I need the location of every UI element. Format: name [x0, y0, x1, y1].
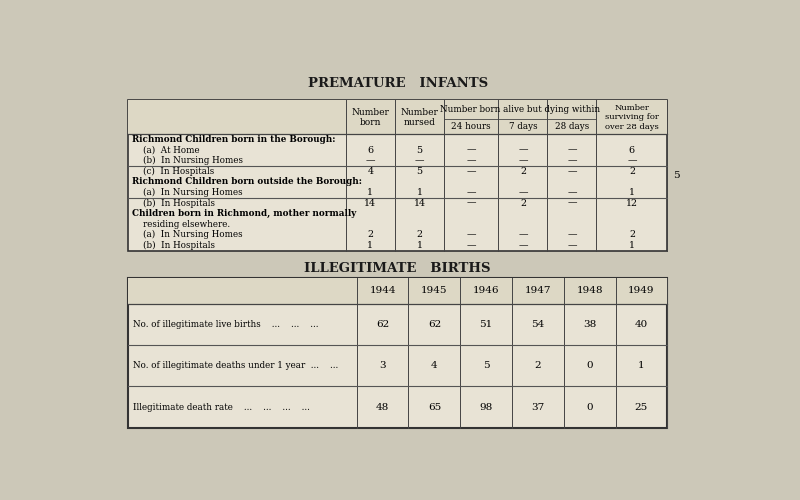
Text: No. of illegitimate deaths under 1 year  ...    ...: No. of illegitimate deaths under 1 year … — [133, 361, 338, 370]
Text: 2: 2 — [629, 230, 635, 239]
Text: 3: 3 — [379, 361, 386, 370]
Text: —: — — [518, 188, 528, 197]
Text: 5: 5 — [483, 361, 490, 370]
Text: Number
nursed: Number nursed — [401, 108, 438, 127]
Text: (a)  In Nursing Homes: (a) In Nursing Homes — [132, 230, 242, 239]
Text: 2: 2 — [520, 167, 526, 176]
Text: 1946: 1946 — [473, 286, 499, 295]
Text: 4: 4 — [367, 167, 374, 176]
Text: Number
born: Number born — [351, 108, 390, 127]
Text: Number born alive but dying within: Number born alive but dying within — [440, 105, 600, 114]
Text: —: — — [627, 156, 637, 165]
Text: —: — — [567, 167, 577, 176]
Text: 0: 0 — [586, 402, 593, 411]
Text: 5: 5 — [416, 146, 422, 154]
Text: 1: 1 — [629, 188, 635, 197]
Text: 0: 0 — [586, 361, 593, 370]
Text: —: — — [567, 241, 577, 250]
Text: —: — — [466, 230, 476, 239]
Text: 5: 5 — [416, 167, 422, 176]
Text: —: — — [466, 241, 476, 250]
Text: 1944: 1944 — [370, 286, 396, 295]
Text: 48: 48 — [376, 402, 390, 411]
Text: —: — — [567, 198, 577, 207]
Text: 37: 37 — [531, 402, 545, 411]
Text: 1: 1 — [416, 241, 422, 250]
Text: (b)  In Hospitals: (b) In Hospitals — [132, 240, 214, 250]
Text: 1: 1 — [629, 241, 635, 250]
Text: 14: 14 — [414, 198, 426, 207]
Bar — [128, 278, 667, 303]
Text: —: — — [518, 156, 528, 165]
Text: 6: 6 — [629, 146, 635, 154]
Text: —: — — [466, 156, 476, 165]
Bar — [128, 100, 667, 134]
Text: (b)  In Nursing Homes: (b) In Nursing Homes — [132, 156, 242, 166]
Text: 5: 5 — [674, 171, 680, 180]
Text: 1947: 1947 — [525, 286, 551, 295]
Text: 40: 40 — [634, 320, 648, 329]
Text: 12: 12 — [626, 198, 638, 207]
Text: 38: 38 — [583, 320, 596, 329]
Text: —: — — [466, 146, 476, 154]
Text: 4: 4 — [431, 361, 438, 370]
Text: —: — — [466, 188, 476, 197]
Text: Richmond Children born outside the Borough:: Richmond Children born outside the Borou… — [132, 178, 362, 186]
Text: —: — — [567, 230, 577, 239]
Text: (a)  In Nursing Homes: (a) In Nursing Homes — [132, 188, 242, 197]
Text: 51: 51 — [479, 320, 493, 329]
Text: Children born in Richmond, mother normally: Children born in Richmond, mother normal… — [132, 209, 356, 218]
Text: 2: 2 — [416, 230, 422, 239]
Text: 1: 1 — [416, 188, 422, 197]
Text: 1945: 1945 — [421, 286, 448, 295]
Text: —: — — [366, 156, 375, 165]
Text: (b)  In Hospitals: (b) In Hospitals — [132, 198, 214, 207]
Text: 1: 1 — [367, 241, 374, 250]
Text: 65: 65 — [428, 402, 441, 411]
Text: ILLEGITIMATE   BIRTHS: ILLEGITIMATE BIRTHS — [304, 262, 491, 275]
Text: 62: 62 — [428, 320, 441, 329]
Text: residing elsewhere.: residing elsewhere. — [132, 220, 230, 228]
Text: 54: 54 — [531, 320, 545, 329]
Text: 1: 1 — [367, 188, 374, 197]
Text: 2: 2 — [520, 198, 526, 207]
Text: Illegitimate death rate    ...    ...    ...    ...: Illegitimate death rate ... ... ... ... — [133, 402, 310, 411]
Text: —: — — [518, 146, 528, 154]
Text: 62: 62 — [376, 320, 390, 329]
Text: (a)  At Home: (a) At Home — [132, 146, 199, 154]
Text: —: — — [414, 156, 424, 165]
Text: —: — — [466, 167, 476, 176]
Text: —: — — [567, 188, 577, 197]
Text: 2: 2 — [367, 230, 374, 239]
Text: Richmond Children born in the Borough:: Richmond Children born in the Borough: — [132, 135, 335, 144]
Text: 7 days: 7 days — [509, 122, 538, 131]
Text: 25: 25 — [634, 402, 648, 411]
Text: 2: 2 — [629, 167, 635, 176]
Text: No. of illegitimate live births    ...    ...    ...: No. of illegitimate live births ... ... … — [133, 320, 318, 329]
Text: —: — — [518, 241, 528, 250]
Text: 98: 98 — [479, 402, 493, 411]
Text: PREMATURE   INFANTS: PREMATURE INFANTS — [307, 78, 488, 90]
Text: —: — — [466, 198, 476, 207]
Text: —: — — [567, 156, 577, 165]
Text: 14: 14 — [364, 198, 376, 207]
Text: —: — — [518, 230, 528, 239]
Text: 1948: 1948 — [577, 286, 603, 295]
Text: 24 hours: 24 hours — [451, 122, 491, 131]
Text: 28 days: 28 days — [555, 122, 589, 131]
Text: (c)  In Hospitals: (c) In Hospitals — [132, 166, 214, 176]
Text: —: — — [567, 146, 577, 154]
Text: Number
surviving for
over 28 days: Number surviving for over 28 days — [605, 104, 659, 130]
Text: 1949: 1949 — [628, 286, 654, 295]
Text: 1: 1 — [638, 361, 645, 370]
Text: 6: 6 — [367, 146, 374, 154]
Text: 2: 2 — [534, 361, 542, 370]
